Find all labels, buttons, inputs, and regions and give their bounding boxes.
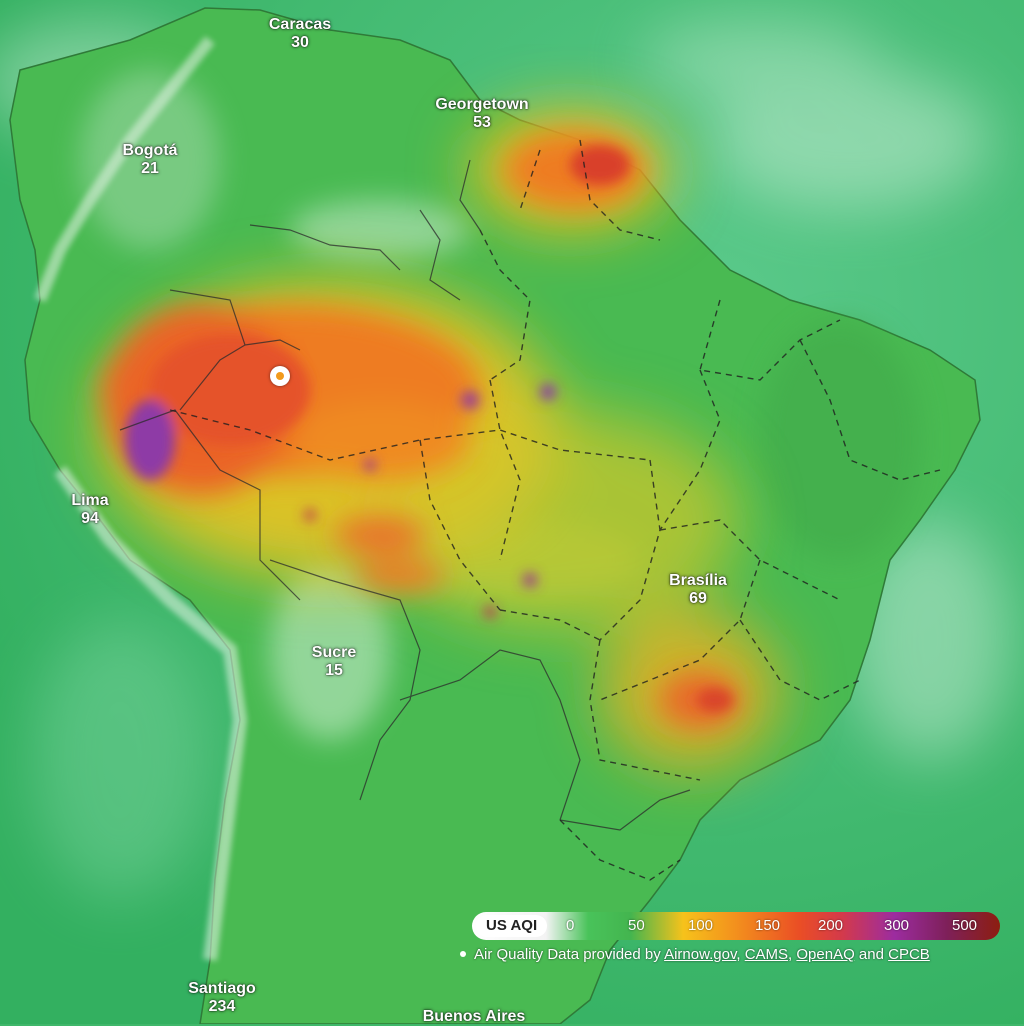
legend-title: US AQI — [476, 915, 548, 937]
city-aqi: 53 — [473, 114, 491, 131]
city-name: Sucre — [311, 644, 357, 661]
link-cams[interactable]: CAMS — [744, 946, 789, 963]
credit-separator: , — [788, 946, 797, 963]
city-aqi: 94 — [81, 510, 99, 527]
city-aqi: 21 — [141, 160, 159, 177]
city-name: Georgetown — [435, 96, 529, 113]
city-label-lima[interactable]: Lima 94 — [50, 492, 130, 528]
city-aqi: 30 — [291, 34, 309, 51]
city-label-santiago[interactable]: Santiago 234 — [172, 980, 272, 1016]
credit-separator: , — [736, 946, 745, 963]
city-name: Santiago — [188, 980, 256, 997]
city-label-buenos-aires[interactable]: Buenos Aires — [404, 1008, 544, 1026]
link-airnow[interactable]: Airnow.gov — [664, 946, 737, 963]
legend-tick: 150 — [755, 917, 781, 934]
city-label-caracas[interactable]: Caracas 30 — [250, 16, 350, 52]
credit-separator: and — [854, 946, 889, 963]
city-name: Lima — [71, 492, 109, 509]
state-borders — [169, 139, 941, 881]
city-label-brasilia[interactable]: Brasília 69 — [646, 572, 750, 608]
city-label-georgetown[interactable]: Georgetown 53 — [420, 96, 544, 132]
city-name: Bogotá — [122, 142, 178, 159]
data-credit: Air Quality Data provided by Airnow.gov,… — [460, 946, 1020, 963]
link-cpcb[interactable]: CPCB — [888, 946, 930, 963]
city-aqi: 15 — [325, 662, 343, 679]
aqi-color-scale — [472, 912, 1000, 940]
city-aqi: 69 — [689, 590, 707, 607]
city-label-sucre[interactable]: Sucre 15 — [294, 644, 374, 680]
city-name: Brasília — [669, 572, 727, 589]
city-label-bogota[interactable]: Bogotá 21 — [100, 142, 200, 178]
credit-prefix: Air Quality Data provided by — [474, 946, 665, 963]
ocean-haze — [0, 20, 1010, 900]
city-aqi: 234 — [208, 998, 236, 1015]
legend-tick: 50 — [628, 917, 645, 934]
location-marker[interactable] — [270, 366, 290, 386]
legend-tick: 300 — [884, 917, 910, 934]
legend-tick: 500 — [952, 917, 978, 934]
legend-tick: 0 — [566, 917, 575, 934]
legend-tick: 200 — [818, 917, 844, 934]
andes-relief — [34, 36, 248, 961]
country-borders — [119, 159, 691, 831]
bullet-icon — [460, 950, 466, 957]
link-openaq[interactable]: OpenAQ — [796, 946, 855, 963]
city-name: Buenos Aires — [422, 1008, 526, 1025]
city-name: Caracas — [268, 16, 332, 33]
pollution-overlay — [100, 110, 780, 770]
legend-tick: 100 — [688, 917, 714, 934]
aqi-legend: US AQI 0 50 100 150 200 300 500 — [472, 912, 1000, 940]
